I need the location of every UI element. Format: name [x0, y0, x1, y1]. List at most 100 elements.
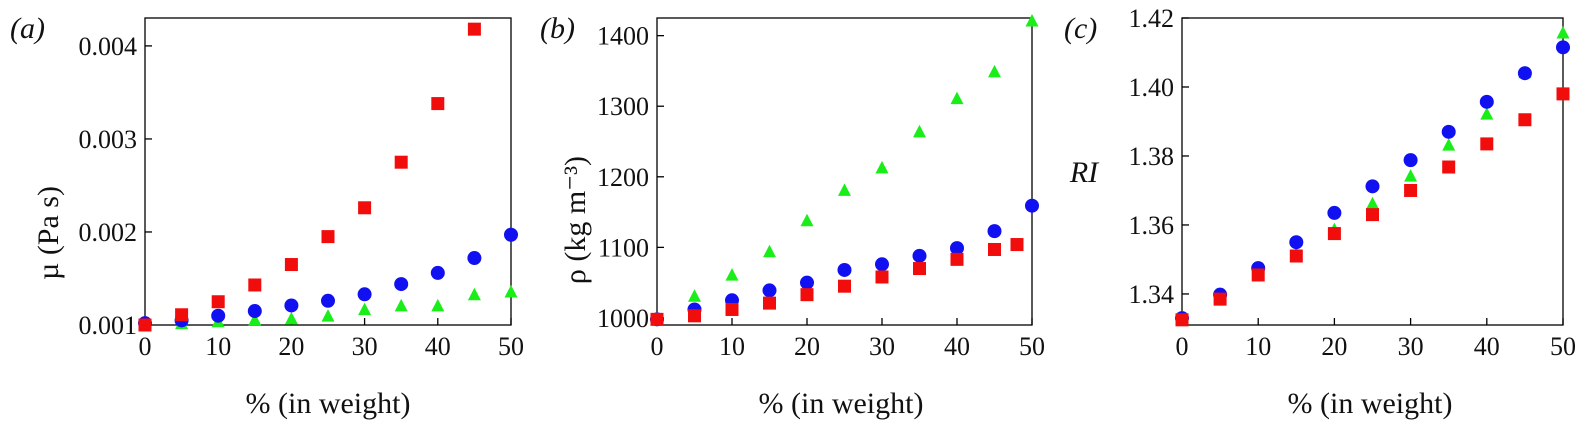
panel-a-circle-point: [357, 287, 372, 302]
panel-b-triangle-point: [913, 124, 926, 138]
panel-c-square-point: [1404, 183, 1418, 197]
panel-b-square-point: [800, 288, 814, 302]
panel-b-triangle-point: [688, 289, 701, 302]
panel-b-ytick-label: 1000: [597, 304, 649, 333]
panel-b-circle-point: [875, 257, 889, 272]
panel-a-triangle-point: [321, 309, 335, 322]
panel-c-triangle-point: [1442, 138, 1456, 151]
panel-b-square-point: [688, 309, 701, 323]
panel-c-plot-area: [1181, 17, 1564, 326]
panel-a-ytick-label: 0.002: [79, 218, 138, 247]
panel-b-ytick-label: 1400: [597, 22, 649, 51]
panel-b-points: [650, 14, 1039, 327]
panel-c-ytick-label: 1.36: [1129, 211, 1175, 240]
panel-b-circle-point: [987, 224, 1002, 239]
panel-a-triangle-point: [467, 287, 481, 301]
panel-a-circle-point: [247, 304, 262, 319]
panel-b-xtick-label: 30: [869, 332, 895, 361]
panel-b-square-point: [950, 252, 964, 266]
panel-c-circle-point: [1365, 179, 1380, 194]
panel-a-ytick-label: 0.004: [79, 32, 138, 61]
panel-b-triangle-point: [875, 160, 889, 174]
panel-a-triangle-point: [504, 284, 518, 298]
panel-a-xtick-label: 40: [425, 332, 451, 361]
panel-b-circle-point: [837, 262, 852, 277]
panel-c-square-point: [1480, 137, 1494, 151]
panel-c-xtick-label: 50: [1550, 332, 1576, 361]
panel-c-ytick-label: 1.38: [1129, 142, 1175, 171]
panel-c-xlabel: % (in weight): [1288, 387, 1453, 420]
panel-b-square-point: [725, 302, 739, 316]
panel-b-square-point: [763, 296, 776, 310]
panel-a-xtick-label: 20: [278, 332, 304, 361]
panel-a-square-point: [431, 97, 445, 111]
panel-c-points: [1175, 26, 1570, 327]
panel-c-ytick-label: 1.40: [1129, 73, 1175, 102]
panel-c-circle-point: [1327, 205, 1342, 220]
panel-a-ytick-label: 0.003: [79, 125, 138, 154]
panel-b-square-point: [838, 279, 851, 293]
panel-c-square-point: [1251, 268, 1265, 282]
panel-a-ytick-label: 0.001: [79, 311, 138, 340]
panel-b-plot-area: [656, 17, 1033, 326]
panel-a-xtick-label: 30: [352, 332, 378, 361]
panel-b-square-point: [875, 270, 889, 284]
panel-a-square-point: [211, 295, 225, 309]
panel-c-xtick-label: 10: [1245, 332, 1271, 361]
panel-b: (b) ρ (kg m⁻³) % (in weight) 0 10 20 30 40 50…: [540, 12, 1045, 420]
panel-c-circle-point: [1441, 124, 1456, 139]
panel-c-square-point: [1366, 208, 1379, 222]
panel-b-xlabel: % (in weight): [759, 387, 924, 420]
panel-a-xtick-label: 0: [139, 332, 152, 361]
panel-c-triangle-point: [1556, 26, 1570, 39]
panel-a-xtick-label: 10: [205, 332, 231, 361]
panel-a-circle-point: [321, 293, 335, 308]
panel-a-label: (a): [10, 12, 45, 45]
panel-c-square-point: [1289, 249, 1303, 263]
panel-a-circle-point: [394, 277, 409, 292]
panel-a-circle-point: [211, 308, 226, 323]
panel-b-xtick-label: 40: [944, 332, 970, 361]
panel-c-xtick-label: 20: [1321, 332, 1347, 361]
panel-c-xtick-label: 0: [1176, 332, 1189, 361]
panel-b-ytick-label: 1300: [597, 92, 649, 121]
panel-a-triangle-point: [394, 298, 408, 312]
panel-b-ytick-label: 1200: [597, 163, 649, 192]
panel-b-triangle-point: [800, 213, 814, 227]
panel-c-square-point: [1175, 313, 1189, 327]
panel-c-square-point: [1518, 113, 1532, 127]
panel-a-square-point: [358, 201, 372, 215]
panel-a: (a) µ (Pa s) % (in weight) 0 10 20 30 40 50 0.…: [10, 12, 524, 420]
panel-c: (c) RI % (in weight) 0 10 20 30 40 50 1.34 1.36…: [1064, 4, 1576, 420]
panel-c-circle-point: [1517, 66, 1532, 81]
panel-c-circle-point: [1479, 94, 1494, 109]
panel-c-square-point: [1556, 87, 1570, 101]
panel-b-circle-point: [950, 241, 964, 256]
panel-c-circle-point: [1556, 40, 1570, 55]
panel-b-ylabel-group: ρ (kg m⁻³): [559, 156, 592, 284]
panel-a-ylabel-group: µ (Pa s): [32, 186, 65, 280]
panel-a-square-point: [175, 308, 189, 322]
panel-a-square-point: [138, 318, 152, 332]
panel-a-square-point: [248, 278, 262, 292]
panel-b-label: (b): [540, 12, 575, 45]
panel-c-ticks: 0 10 20 30 40 50 1.34 1.36 1.38 1.40 1.42: [1129, 4, 1577, 361]
panel-c-ytick-label: 1.42: [1129, 4, 1175, 33]
panel-a-xtick-label: 50: [498, 332, 524, 361]
panel-b-circle-point: [912, 248, 927, 263]
panel-a-triangle-point: [431, 298, 445, 312]
panel-b-circle-point: [800, 275, 814, 290]
panel-c-triangle-point: [1404, 169, 1418, 182]
panel-b-square-point: [1010, 238, 1024, 252]
panel-c-circle-point: [1289, 235, 1304, 250]
panel-c-xtick-label: 40: [1474, 332, 1500, 361]
panel-a-circle-point: [504, 227, 518, 242]
panel-c-square-point: [1442, 160, 1456, 174]
panel-b-square-point: [913, 262, 926, 276]
panel-a-square-point: [321, 230, 335, 244]
panel-b-triangle-point: [725, 268, 739, 281]
panel-b-circle-point: [1025, 198, 1039, 213]
panel-a-square-point: [284, 258, 298, 272]
panel-a-ylabel: µ (Pa s): [32, 186, 65, 280]
